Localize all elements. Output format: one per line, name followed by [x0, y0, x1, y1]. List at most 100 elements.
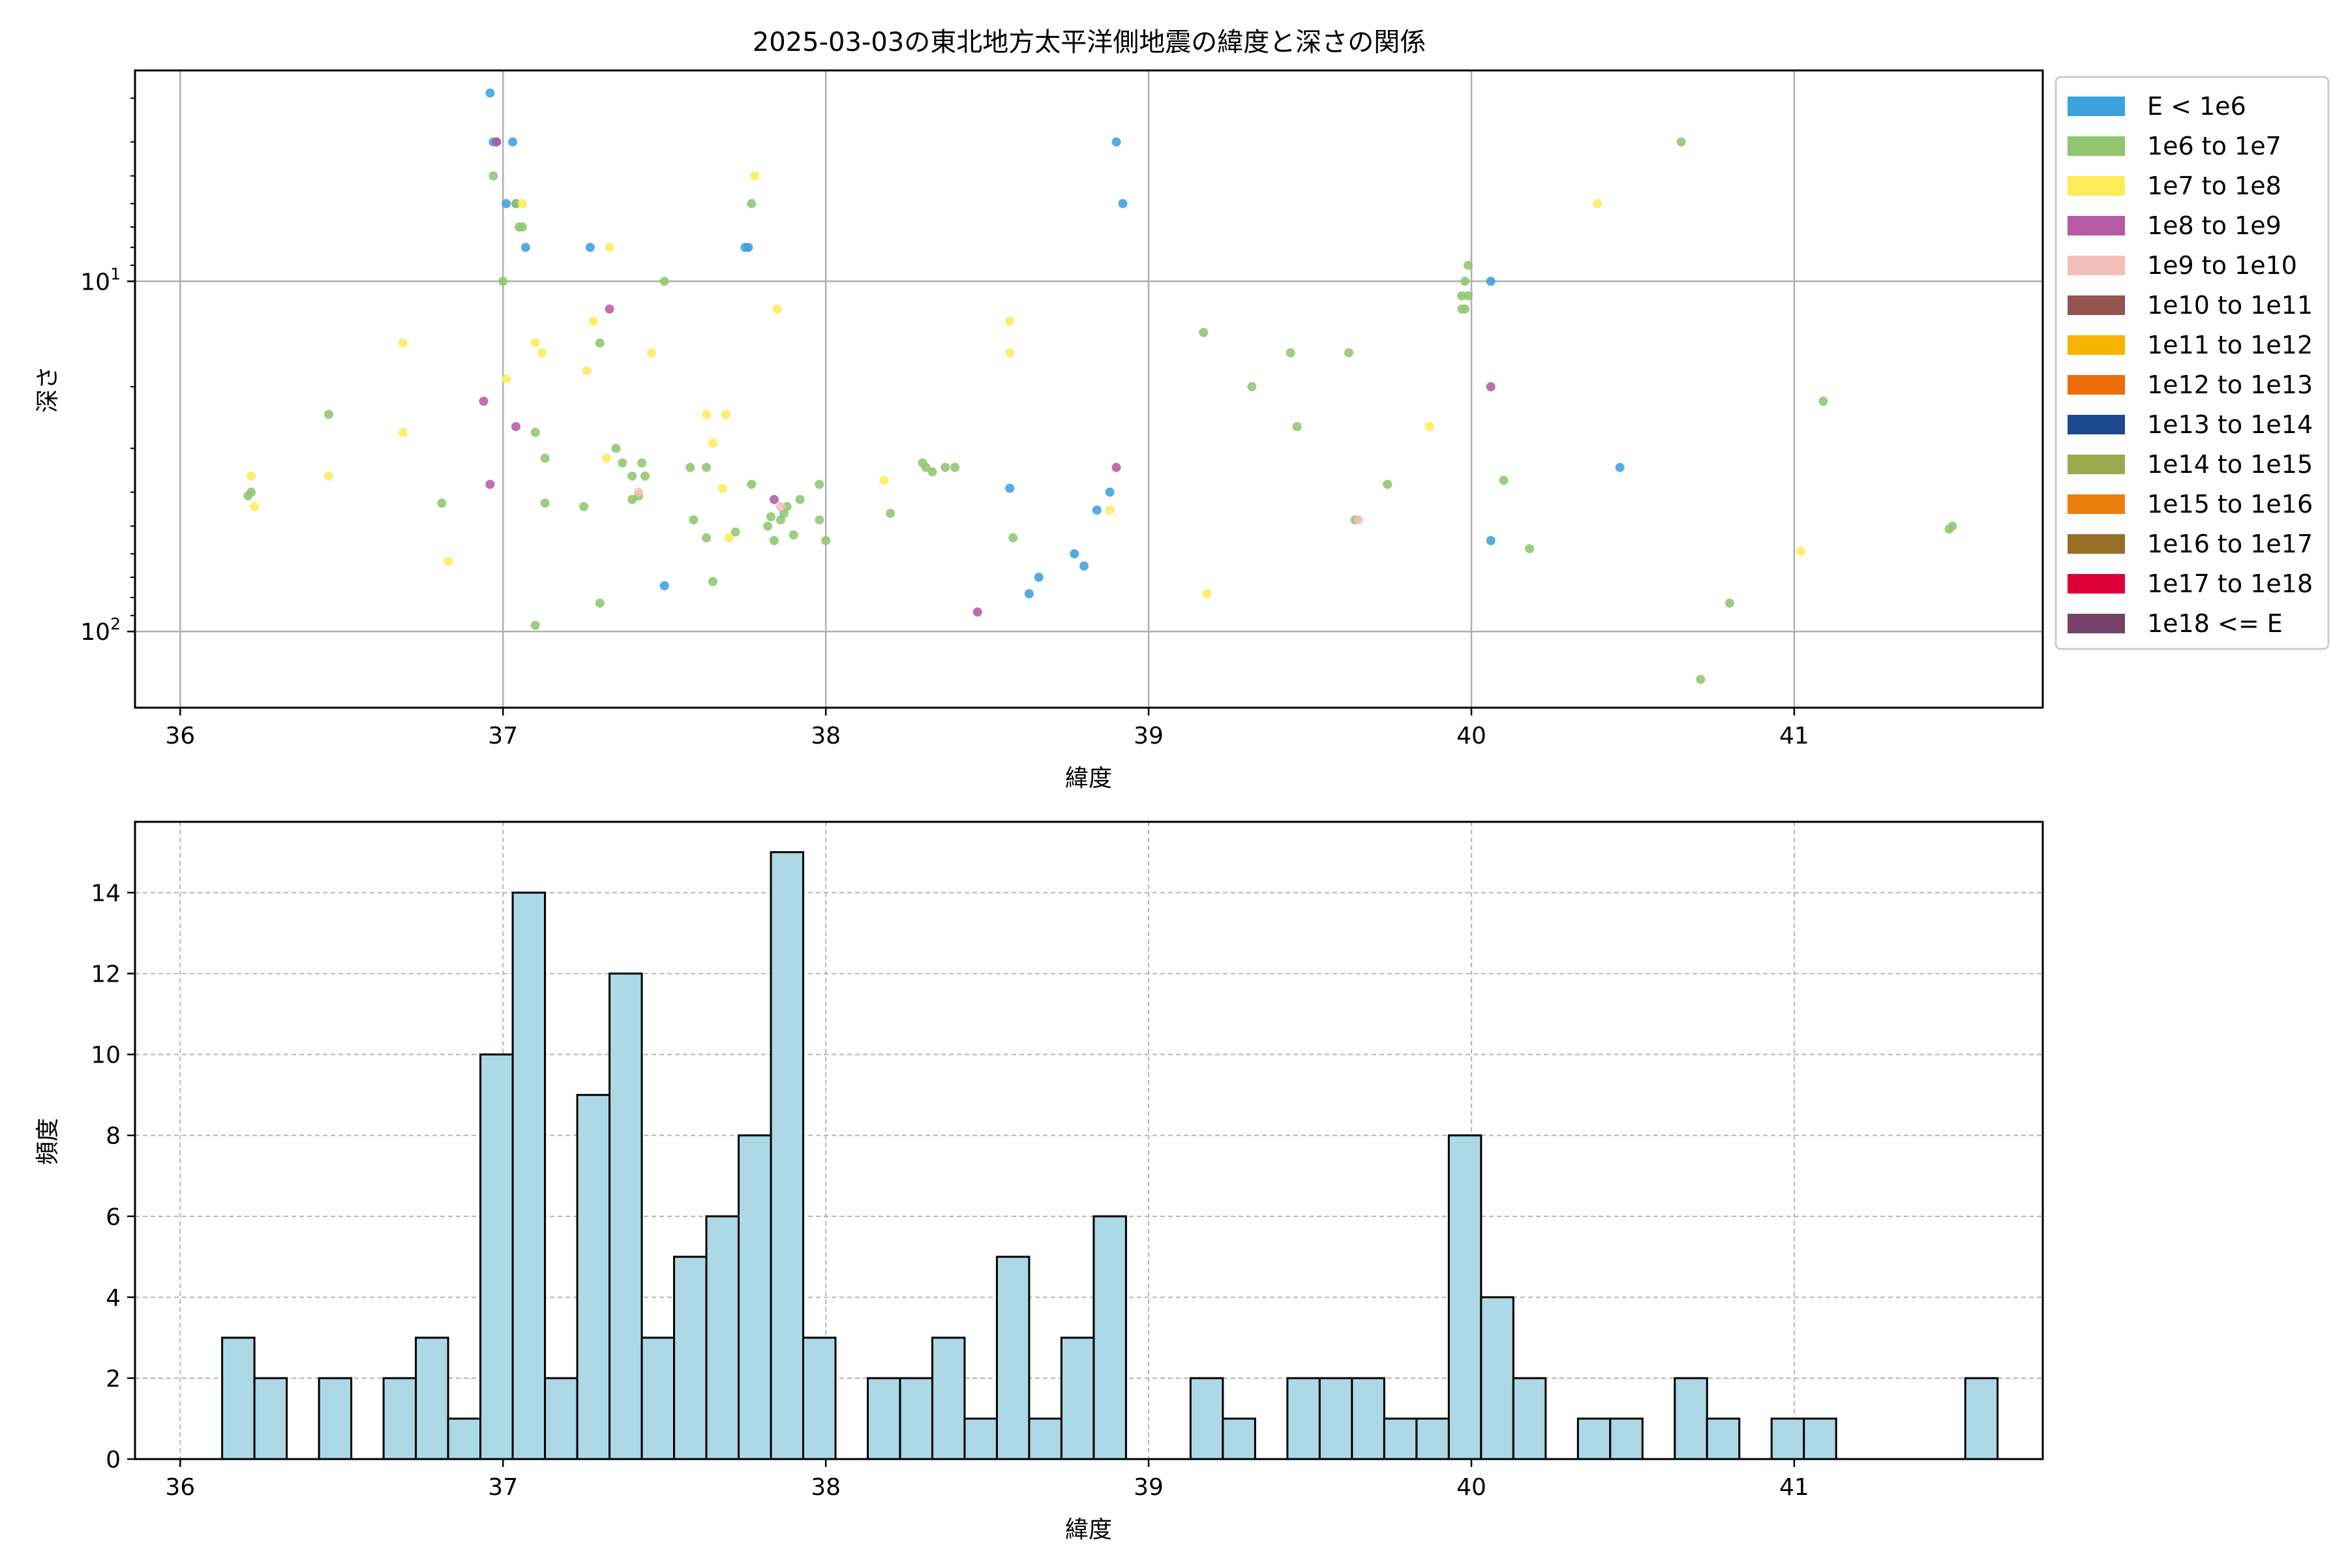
histogram-y-tick-label: 14 [91, 881, 121, 907]
scatter-point [324, 471, 333, 481]
histogram-bar [1512, 1377, 1547, 1460]
scatter-point [444, 556, 453, 566]
scatter-gridlines [135, 70, 2043, 708]
scatter-point [815, 479, 824, 489]
legend-swatch [2068, 176, 2125, 196]
scatter-x-tick-label: 36 [165, 723, 195, 749]
histogram-bar [995, 1256, 1031, 1460]
histogram-bar [640, 1336, 676, 1460]
chart-title: 2025-03-03の東北地方太平洋側地震の緯度と深さの関係 [753, 27, 1426, 57]
histogram-bar [1383, 1417, 1418, 1460]
scatter-point [815, 515, 824, 525]
histogram-bar [1060, 1336, 1095, 1460]
scatter-point [775, 502, 785, 511]
scatter-point [1796, 547, 1805, 556]
legend-label: 1e10 to 1e11 [2147, 291, 2313, 320]
scatter-point [595, 598, 605, 608]
scatter-point [398, 427, 408, 437]
scatter-point [1593, 199, 1603, 209]
histogram-bar [415, 1336, 449, 1460]
scatter-point [646, 348, 656, 357]
histogram-bar [866, 1377, 901, 1460]
scatter-point [721, 410, 730, 419]
scatter-point [950, 462, 960, 472]
scatter-point [779, 509, 789, 519]
legend-swatch [2068, 216, 2125, 235]
scatter-point [437, 498, 447, 508]
histogram-bar [1222, 1417, 1256, 1460]
scatter-point [1111, 462, 1121, 472]
scatter-point [879, 475, 889, 485]
scatter-point [485, 88, 495, 98]
scatter-point [1696, 674, 1706, 684]
scatter-point [517, 199, 527, 209]
histogram-frame [134, 821, 2044, 1460]
legend-swatch [2068, 136, 2125, 156]
legend-swatch [2068, 97, 2125, 116]
scatter-point [247, 471, 256, 481]
scatter-point [1818, 397, 1828, 406]
scatter-x-tick-label: 38 [811, 723, 841, 749]
scatter-y-ticks: 101 102 [80, 97, 135, 646]
scatter-point [708, 577, 717, 586]
scatter-point [1005, 483, 1015, 493]
legend-label: 1e13 to 1e14 [2147, 410, 2313, 439]
scatter-point [789, 530, 798, 540]
legend-label: 1e14 to 1e15 [2147, 450, 2313, 479]
scatter-point [1486, 382, 1496, 391]
scatter-point [702, 462, 712, 472]
histogram-bar [802, 1336, 837, 1460]
scatter-point [730, 527, 740, 537]
histogram-bar [382, 1377, 417, 1460]
scatter-point [520, 243, 530, 252]
legend-box [2054, 76, 2330, 650]
scatter-point [1486, 535, 1496, 545]
scatter-point [1948, 521, 1957, 531]
legend-label: 1e17 to 1e18 [2147, 569, 2313, 598]
scatter-point [886, 509, 896, 519]
scatter-point [627, 471, 637, 481]
histogram-bar [576, 1094, 611, 1460]
scatter-point [1615, 462, 1625, 472]
scatter-point [740, 243, 750, 252]
scatter-point [530, 427, 540, 437]
legend-label: 1e12 to 1e13 [2147, 370, 2313, 399]
scatter-point [1202, 589, 1212, 599]
scatter-point [605, 304, 614, 314]
scatter-point [1486, 277, 1496, 286]
scatter-point [708, 438, 717, 448]
scatter-point [1118, 199, 1128, 209]
scatter-frame [134, 69, 2044, 709]
legend-label: 1e6 to 1e7 [2147, 132, 2281, 160]
histogram-bar [1576, 1417, 1612, 1460]
scatter-point [1460, 304, 1470, 314]
scatter-points [243, 88, 1957, 684]
scatter-point [1525, 544, 1535, 554]
scatter-point [1292, 422, 1302, 432]
legend: E < 1e6 1e6 to 1e7 1e7 to 1e8 1e8 to 1e9 1e9… [2054, 76, 2330, 650]
histogram-y-tick-label: 12 [91, 961, 121, 988]
histogram-x-tick-label: 41 [1779, 1474, 1809, 1501]
scatter-point [618, 458, 627, 468]
scatter-point [1464, 291, 1473, 301]
scatter-point [398, 338, 408, 348]
histogram-y-tick-label: 0 [106, 1447, 121, 1473]
histogram-x-axis-label: 緯度 [1065, 1516, 1112, 1543]
scatter-point [517, 222, 527, 232]
scatter-point [588, 316, 598, 326]
scatter-point [1070, 549, 1079, 559]
scatter-point [611, 444, 621, 453]
histogram-bar [1028, 1417, 1062, 1460]
scatter-point [492, 137, 502, 147]
scatter-point [795, 494, 805, 504]
histogram-bar [511, 892, 547, 1460]
histogram-bar [1964, 1377, 1999, 1460]
histogram-y-tick-label: 6 [106, 1204, 121, 1231]
legend-label: 1e16 to 1e17 [2147, 530, 2313, 558]
scatter-point [540, 498, 550, 508]
scatter-point [772, 304, 782, 314]
scatter-point [489, 171, 498, 181]
histogram-y-tick-label: 2 [106, 1366, 121, 1393]
